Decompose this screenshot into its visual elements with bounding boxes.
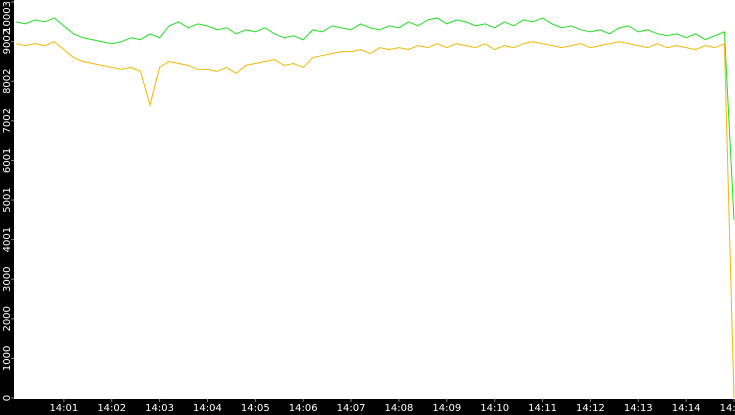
x-tick-label: 14:15 (720, 403, 735, 414)
x-tick-label: 14:04 (193, 403, 222, 414)
x-tick-label: 14:12 (576, 403, 605, 414)
y-tick-label: 8002 (2, 68, 13, 93)
x-tick-label: 14:11 (528, 403, 557, 414)
x-tick-label: 14:08 (385, 403, 414, 414)
x-tick-label: 14:03 (145, 403, 174, 414)
y-tick-label: 5001 (2, 187, 13, 212)
y-tick-label: 3000 (2, 267, 13, 292)
x-tick-label: 14:13 (624, 403, 653, 414)
x-tick-label: 14:10 (480, 403, 509, 414)
y-tick-label: 1000 (2, 346, 13, 371)
x-tick-label: 14:05 (241, 403, 270, 414)
x-tick-label: 14:06 (289, 403, 318, 414)
x-tick-label: 14:09 (432, 403, 461, 414)
y-axis-strip (0, 0, 14, 415)
x-tick-label: 14:02 (97, 403, 126, 414)
series-line (15, 17, 735, 220)
y-tick-label: 2000 (2, 306, 13, 331)
y-tick-label: 0 (2, 395, 13, 401)
x-tick-label: 14:07 (337, 403, 366, 414)
x-tick-label: 14:14 (672, 403, 701, 414)
y-tick-label: 10003 (2, 1, 13, 33)
x-axis-strip (0, 399, 735, 415)
y-tick-label: 4001 (2, 227, 13, 252)
x-tick-label: 14:01 (49, 403, 78, 414)
series-line (15, 41, 735, 399)
y-tick-label: 7002 (2, 108, 13, 133)
y-tick-label: 9002 (2, 29, 13, 54)
y-tick-label: 6001 (2, 148, 13, 173)
